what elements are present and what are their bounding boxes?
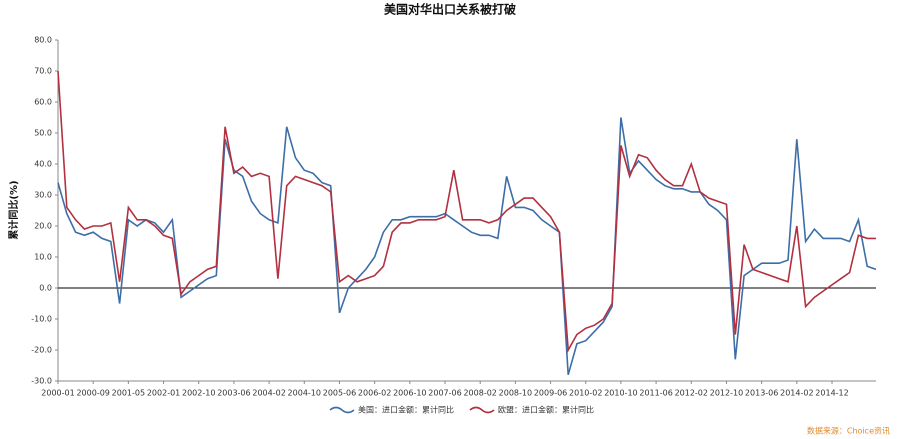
x-tick-label: 2004-10 (288, 389, 321, 398)
x-tick-label: 2002-10 (182, 389, 215, 398)
x-tick-label: 2011-06 (639, 389, 672, 398)
y-tick-label: 0.0 (39, 284, 52, 293)
source: 数据来源：Choice资讯 (807, 426, 890, 436)
x-tick-label: 2000-01 (41, 389, 74, 398)
x-tick-label: 2012-02 (675, 389, 708, 398)
x-tick-label: 2008-02 (463, 389, 496, 398)
y-tick-label: 30.0 (34, 191, 52, 200)
x-tick-label: 2008-10 (499, 389, 532, 398)
legend-swatch (469, 406, 495, 414)
x-tick-label: 2004-02 (252, 389, 285, 398)
x-tick-label: 2006-10 (393, 389, 426, 398)
y-tick-label: 60.0 (34, 98, 52, 107)
y-tick-label: 10.0 (34, 253, 52, 262)
y-tick-label: 70.0 (34, 67, 52, 76)
x-tick-label: 2002-01 (147, 389, 180, 398)
x-tick-label: 2007-06 (428, 389, 461, 398)
x-tick-label: 2000-09 (76, 389, 109, 398)
y-tick-label: -10.0 (31, 315, 52, 324)
x-tick-label: 2006-02 (358, 389, 391, 398)
x-tick-label: 2001-05 (112, 389, 145, 398)
legend-label: 美国：进口金额：累计同比 (358, 405, 454, 415)
x-tick-label: 2012-10 (710, 389, 743, 398)
y-tick-label: 80.0 (34, 36, 52, 45)
x-tick-label: 2010-02 (569, 389, 602, 398)
y-tick-label: -30.0 (31, 377, 52, 386)
chart-title: 美国对华出口关系被打破 (384, 2, 516, 17)
y-tick-label: 50.0 (34, 129, 52, 138)
x-tick-label: 2010-10 (604, 389, 637, 398)
series-line (57, 117, 877, 376)
y-axis-label: 累计同比(%) (7, 180, 20, 239)
legend-label: 欧盟：进口金额：累计同比 (498, 405, 594, 415)
y-tick-label: 20.0 (34, 222, 52, 231)
x-tick-label: 2005-06 (323, 389, 356, 398)
x-tick-label: 2003-06 (217, 389, 250, 398)
series-line (57, 70, 876, 353)
x-tick-label: 2009-06 (534, 389, 567, 398)
y-tick-label: 40.0 (34, 160, 52, 169)
x-tick-label: 2014-12 (815, 389, 848, 398)
y-tick-label: -20.0 (31, 346, 52, 355)
x-tick-label: 2013-06 (745, 389, 778, 398)
legend-swatch (329, 406, 355, 414)
x-tick-label: 2014-02 (780, 389, 813, 398)
